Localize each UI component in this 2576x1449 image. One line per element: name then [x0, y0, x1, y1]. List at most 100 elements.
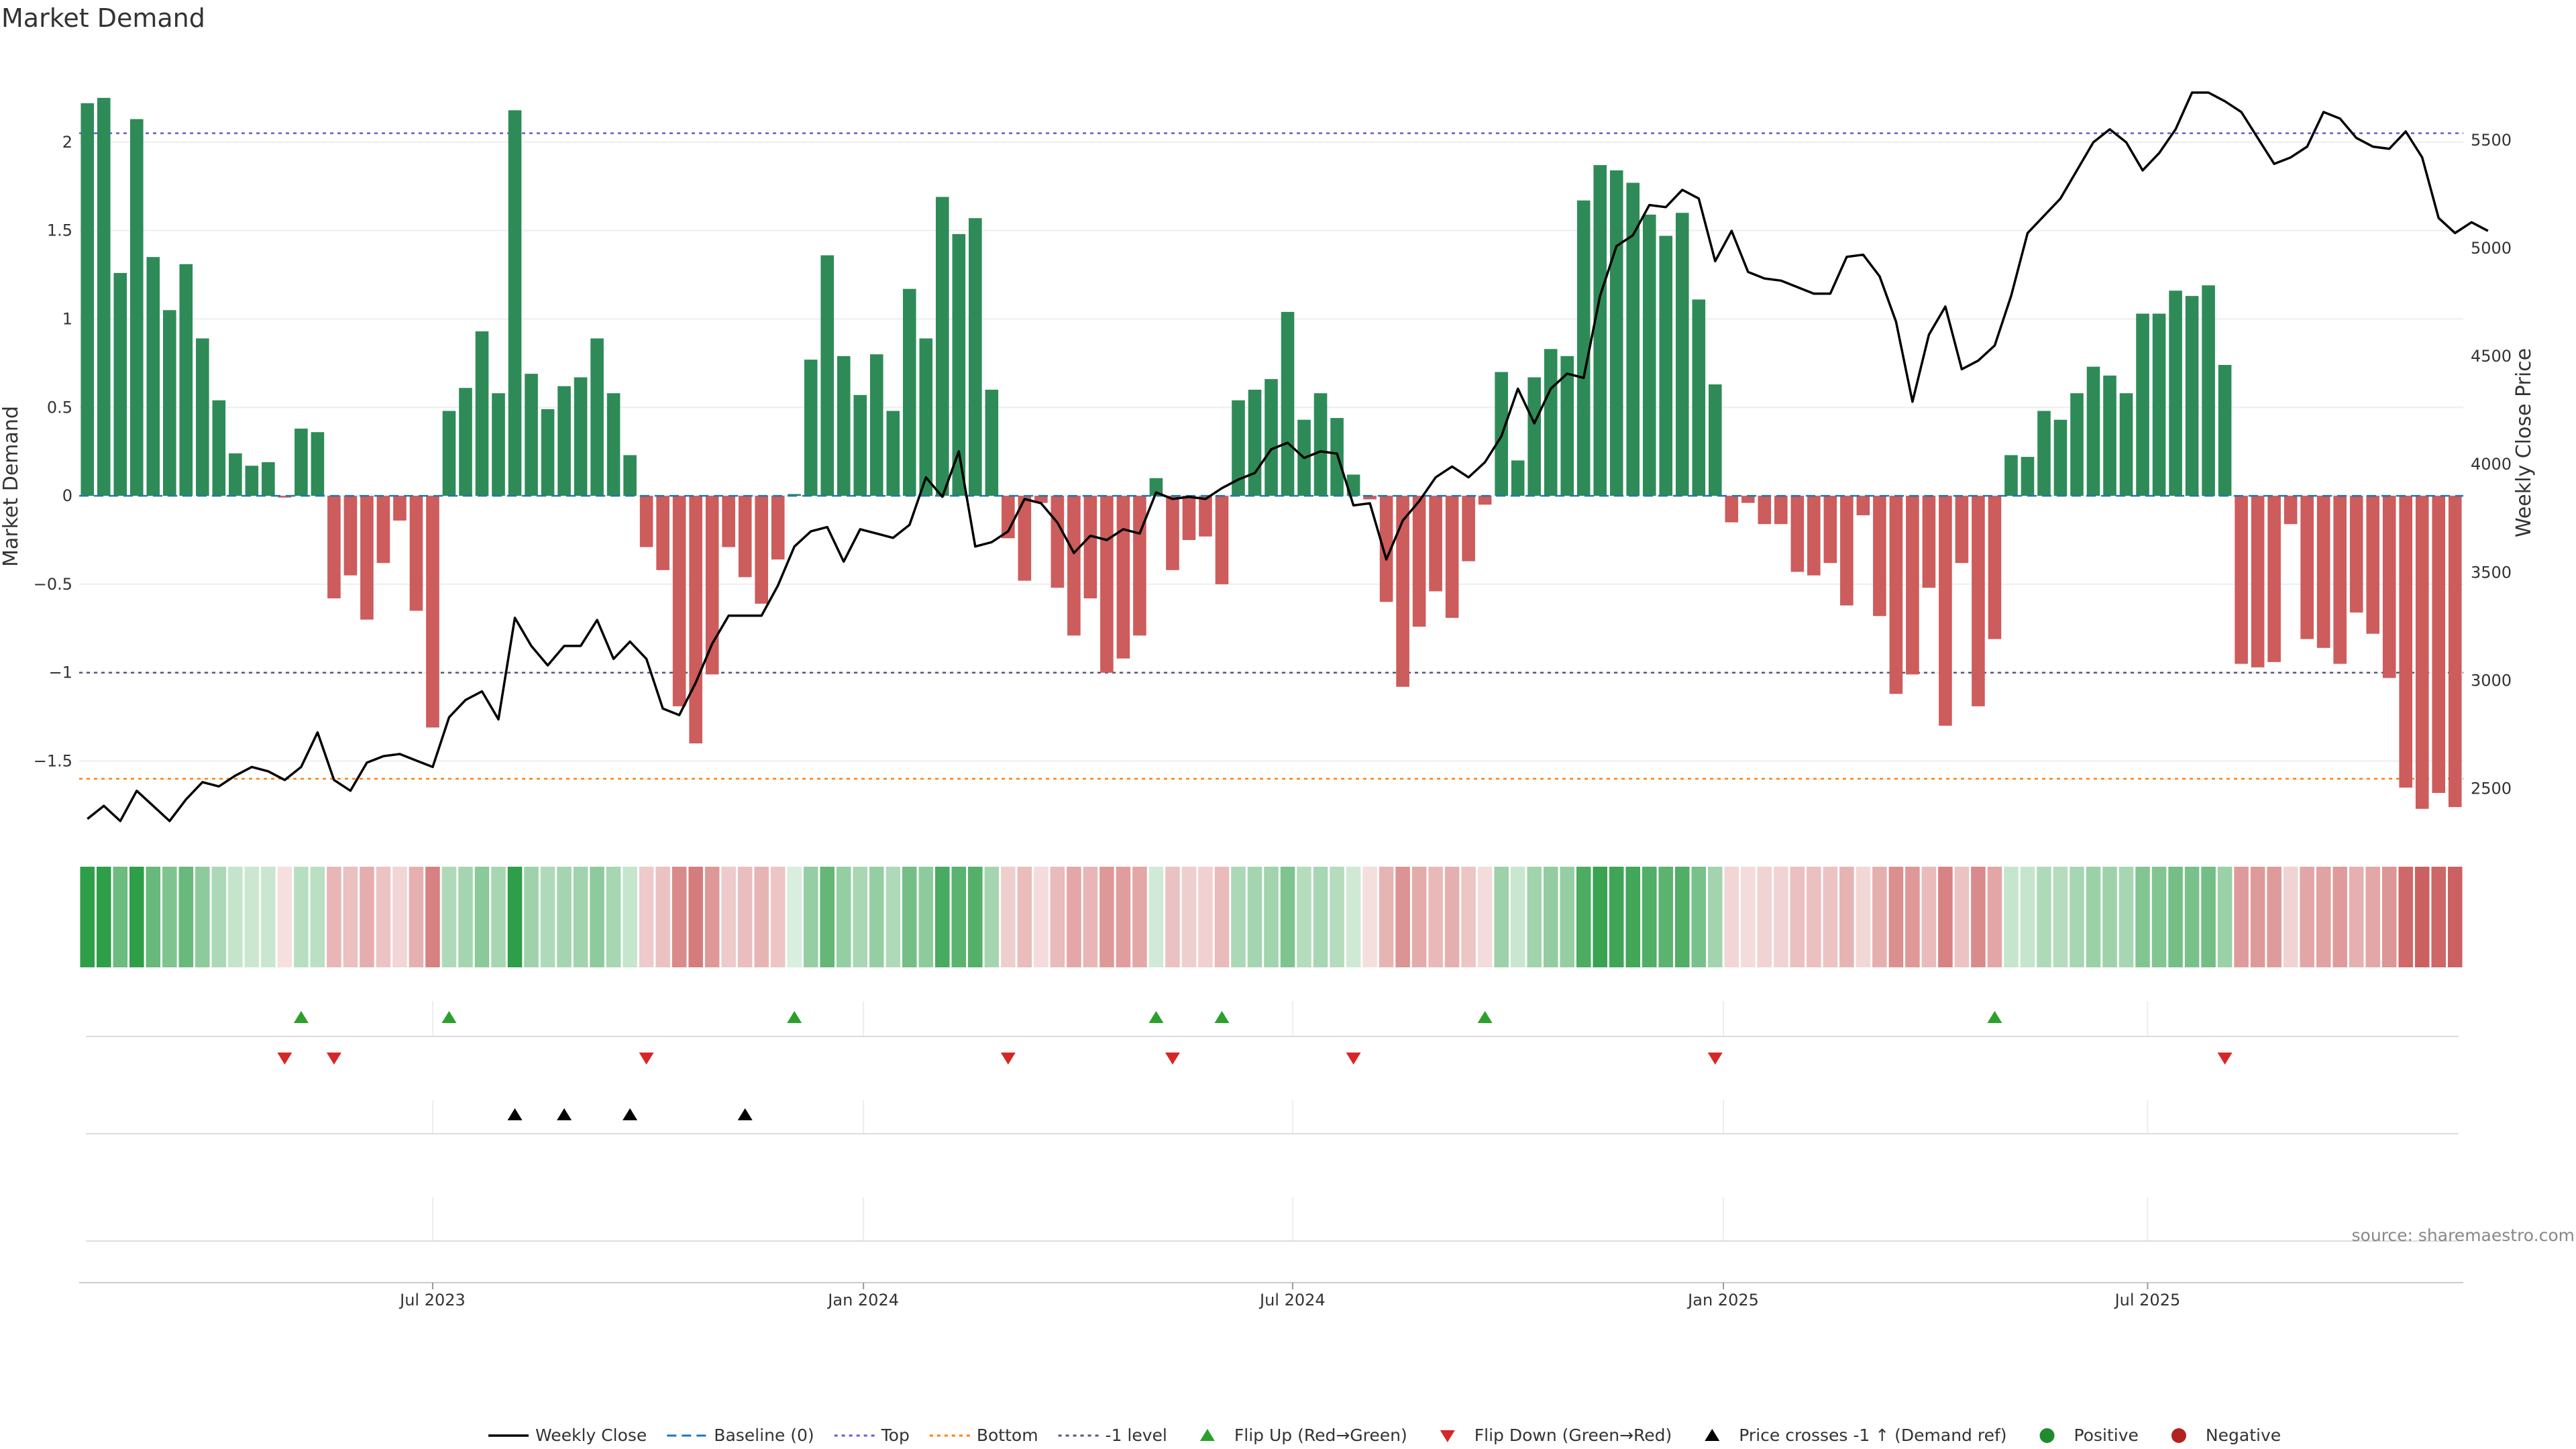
positive-demand-bar [2103, 375, 2116, 496]
negative-demand-bar [1955, 496, 1969, 564]
negative-demand-bar [409, 496, 423, 611]
heat-cell [1724, 867, 1739, 967]
negative-demand-bar [1067, 496, 1081, 636]
flip-down-marker [639, 1053, 654, 1065]
negative-demand-bar [1412, 496, 1426, 627]
demand-bars [80, 97, 2462, 809]
heat-cell [820, 867, 835, 967]
legend: Weekly Close Baseline (0) Top Bottom -1 leve… [488, 1426, 2281, 1445]
heat-cell [1264, 867, 1279, 967]
positive-demand-bar [1692, 299, 1706, 496]
heat-cell [458, 867, 473, 967]
left-axis-title: Market Demand [0, 406, 23, 567]
heat-cell [1527, 867, 1542, 967]
negative-demand-bar [1774, 496, 1788, 525]
flip-up-marker [787, 1011, 802, 1023]
positive-demand-bar [1626, 182, 1640, 496]
negative-demand-bar [2415, 496, 2429, 809]
negative-demand-bar [1939, 496, 1952, 726]
heat-cell [1428, 867, 1443, 967]
heat-cell [902, 867, 917, 967]
negative-demand-bar [1922, 496, 1936, 588]
heat-cell [277, 867, 292, 967]
heat-cell [1625, 867, 1641, 967]
legend-label: -1 level [1106, 1426, 1167, 1445]
heat-cell [1856, 867, 1871, 967]
heat-cell [2349, 867, 2364, 967]
triangle-up-icon [1199, 1429, 1215, 1441]
marker-panels [79, 1001, 2463, 1283]
legend-label: Negative [2206, 1426, 2281, 1445]
right-tick-label: 3500 [2471, 563, 2512, 582]
negative-demand-bar [705, 496, 719, 675]
negative-demand-bar [1429, 496, 1442, 592]
heat-cell [672, 867, 687, 967]
negative-demand-bar [689, 496, 702, 744]
heat-cell [310, 867, 325, 967]
left-tick-label: 1 [62, 309, 72, 328]
flip-down-marker [1000, 1053, 1016, 1065]
heat-cell [524, 867, 539, 967]
heat-cell [2201, 867, 2216, 967]
negative-demand-bar [2432, 496, 2446, 793]
negative-demand-bar [672, 496, 686, 706]
flip-down-marker [1165, 1053, 1180, 1065]
heat-cell [2300, 867, 2314, 967]
heat-cell [787, 867, 802, 967]
legend-label: Weekly Close [535, 1426, 647, 1445]
positive-demand-bar [804, 360, 818, 496]
heat-cell [1050, 867, 1065, 967]
negative-demand-bar [755, 496, 768, 604]
heat-cell [178, 867, 194, 967]
heat-cell [1774, 867, 1788, 967]
heat-cell [2267, 867, 2282, 967]
left-tick-label: 0 [62, 486, 72, 505]
flip-up-marker [293, 1011, 309, 1023]
positive-demand-bar [1232, 400, 1245, 496]
x-tick-label: Jan 2025 [1686, 1291, 1759, 1309]
positive-demand-bar [853, 394, 867, 496]
heat-cell [1001, 867, 1016, 967]
positive-demand-bar [788, 494, 802, 496]
negative-demand-bar [1807, 496, 1821, 576]
positive-demand-bar [1313, 393, 1328, 496]
heat-cell [80, 867, 95, 967]
heat-cell [1379, 867, 1394, 967]
heat-cell [2102, 867, 2117, 967]
heat-cell [721, 867, 736, 967]
positive-demand-bar [952, 233, 966, 496]
negative-demand-bar [1215, 496, 1229, 584]
source-note: source: sharemaestro.com [2352, 1226, 2575, 1245]
flip-down-marker [326, 1053, 341, 1065]
positive-demand-bar [1265, 379, 1278, 496]
positive-demand-bar [196, 338, 209, 496]
weekly-close-line [87, 91, 2489, 822]
negative-demand-bar [1988, 496, 2002, 639]
legend-label: Price crosses -1 ↑ (Demand ref) [1739, 1426, 2006, 1445]
heat-cell [1707, 867, 1723, 967]
heat-cell [2184, 867, 2200, 967]
negative-demand-bar [2349, 496, 2363, 613]
negative-demand-bar [1445, 496, 1459, 618]
heat-cell [96, 867, 111, 967]
heat-cell [261, 867, 276, 967]
heat-cell [2431, 867, 2447, 967]
heat-cell [1132, 867, 1147, 967]
heat-cell [1872, 867, 1887, 967]
heat-cell [2332, 867, 2347, 967]
negative-demand-bar [1379, 496, 1393, 602]
positive-demand-bar [229, 453, 242, 496]
positive-demand-bar [212, 400, 226, 496]
negative-demand-bar [1051, 496, 1065, 588]
heat-cell [211, 867, 227, 967]
negative-demand-bar [738, 496, 752, 578]
heat-cell [2151, 867, 2167, 967]
triangle-up-icon [1705, 1429, 1720, 1441]
heat-cell [1477, 867, 1493, 967]
positive-demand-bar [1708, 384, 1722, 496]
legend-label: Bottom [977, 1426, 1038, 1445]
heat-cell [113, 867, 128, 967]
heat-cell [1560, 867, 1574, 967]
heat-cell [2135, 867, 2150, 967]
heat-cell [146, 867, 161, 967]
